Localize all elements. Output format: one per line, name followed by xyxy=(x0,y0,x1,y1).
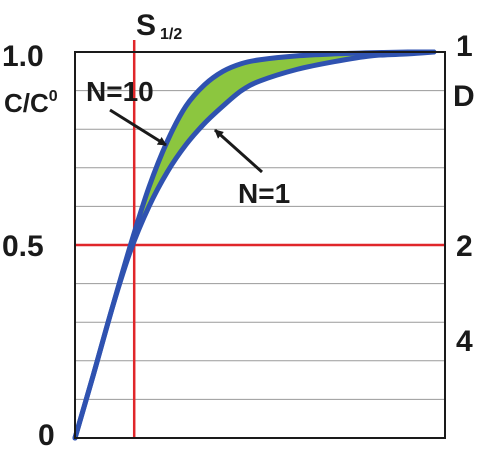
plot-frame xyxy=(74,51,446,439)
left-tick-0: 0 xyxy=(38,419,55,452)
top-label: S 1/2 xyxy=(136,9,182,43)
annotation-n10-arrow xyxy=(109,108,167,147)
y-axis-label-sup: 0 xyxy=(49,88,58,105)
y-axis-label: C/C0 xyxy=(4,88,58,118)
series-curves xyxy=(72,49,437,441)
series-line-n-1 xyxy=(72,49,437,441)
top-label-main: S xyxy=(136,9,156,42)
top-label-sub: 1/2 xyxy=(160,26,182,43)
annotation-n1-arrow xyxy=(214,128,263,174)
right-tick-4: 4 xyxy=(456,325,473,358)
y-axis-label-main: C/C xyxy=(4,88,49,118)
annotation-n1: N=1 xyxy=(238,178,290,209)
left-tick-1: 1.0 xyxy=(2,40,44,73)
annotation-n10: N=10 xyxy=(86,76,154,107)
right-tick-2: 2 xyxy=(456,230,473,263)
left-tick-0-5: 0.5 xyxy=(2,230,44,263)
right-tick-1: 1 xyxy=(456,30,473,63)
right-axis-label: D xyxy=(453,80,475,113)
